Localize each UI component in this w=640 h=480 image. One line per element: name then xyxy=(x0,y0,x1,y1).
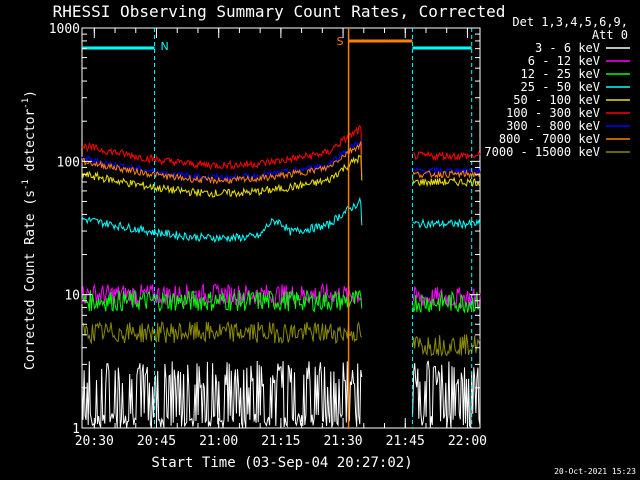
legend-label: 50 - 100 keV xyxy=(513,93,600,107)
series-line xyxy=(81,154,481,198)
night-marker-label: N xyxy=(161,40,169,53)
chart-title: RHESSI Observing Summary Count Rates, Co… xyxy=(53,2,506,21)
legend-label: 100 - 300 keV xyxy=(506,106,600,120)
x-tick-label: 21:30 xyxy=(323,434,362,449)
x-tick-label: 20:45 xyxy=(137,434,176,449)
y-tick-label: 100 xyxy=(57,155,80,170)
legend-label: 25 - 50 keV xyxy=(521,80,600,94)
series-line xyxy=(81,321,481,358)
legend-label: 800 - 7000 keV xyxy=(499,132,600,146)
series-line xyxy=(81,289,481,314)
series-line xyxy=(81,139,481,183)
legend-label: 6 - 12 keV xyxy=(528,54,600,68)
series-line xyxy=(81,141,481,185)
x-tick-label: 21:00 xyxy=(199,434,238,449)
legend-header-2: Att 0 xyxy=(592,28,628,42)
x-tick-label: 21:15 xyxy=(261,434,300,449)
legend-label: 12 - 25 keV xyxy=(521,67,600,81)
x-axis-label: Start Time (03-Sep-04 20:27:02) xyxy=(151,455,412,471)
legend-label: 7000 - 15000 keV xyxy=(484,145,600,159)
y-tick-label: 1 xyxy=(72,422,80,437)
y-tick-label: 1000 xyxy=(49,22,80,37)
legend-header-1: Det 1,3,4,5,6,9, xyxy=(512,15,628,29)
series-line xyxy=(81,124,481,170)
axis-layer: 1000 100 10 120:30 20:45 21:00 21:15 21:30 21:45… xyxy=(49,22,487,449)
y-axis-label: Corrected Count Rate (s-1 detector-1) xyxy=(21,90,38,370)
series-line xyxy=(81,196,481,243)
legend-label: 300 - 800 keV xyxy=(506,119,600,133)
legend-label: 3 - 6 keV xyxy=(535,41,600,55)
x-tick-label: 20:30 xyxy=(75,434,114,449)
y-tick-label: 10 xyxy=(64,289,80,304)
series-line xyxy=(81,360,481,429)
saa-marker-label: S xyxy=(337,35,344,48)
series-layer xyxy=(81,124,481,429)
x-tick-label: 22:00 xyxy=(448,434,487,449)
x-tick-label: 21:45 xyxy=(386,434,425,449)
timestamp: 20-Oct-2021 15:23 xyxy=(554,467,636,476)
